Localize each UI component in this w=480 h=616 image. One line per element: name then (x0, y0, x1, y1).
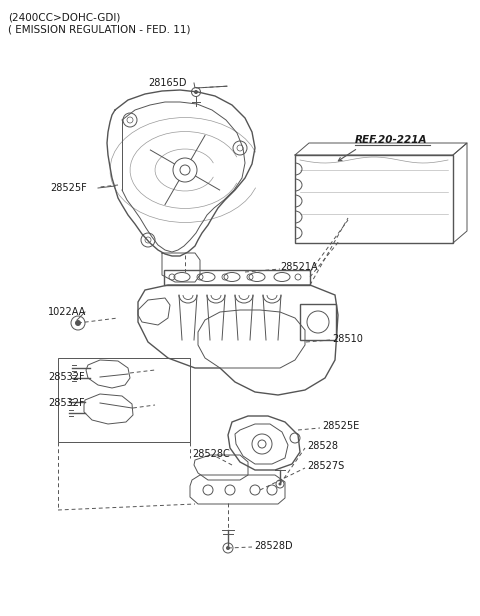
Circle shape (278, 482, 281, 485)
Text: 28528D: 28528D (254, 541, 293, 551)
Text: 28532F: 28532F (48, 372, 84, 382)
Text: 28521A: 28521A (280, 262, 318, 272)
Text: 1022AA: 1022AA (48, 307, 86, 317)
Circle shape (194, 90, 198, 94)
Text: 28528C: 28528C (192, 449, 230, 459)
Text: 28527S: 28527S (307, 461, 344, 471)
Text: 28525F: 28525F (50, 183, 87, 193)
Text: ( EMISSION REGULATION - FED. 11): ( EMISSION REGULATION - FED. 11) (8, 24, 191, 34)
Text: 28525E: 28525E (322, 421, 359, 431)
Text: 28528: 28528 (307, 441, 338, 451)
Circle shape (75, 320, 81, 326)
Text: 28165D: 28165D (148, 78, 187, 88)
Text: REF.20-221A: REF.20-221A (355, 135, 428, 145)
Text: 28532F: 28532F (48, 398, 84, 408)
Circle shape (226, 546, 230, 550)
Text: (2400CC>DOHC-GDI): (2400CC>DOHC-GDI) (8, 12, 120, 22)
Text: 28510: 28510 (332, 334, 363, 344)
